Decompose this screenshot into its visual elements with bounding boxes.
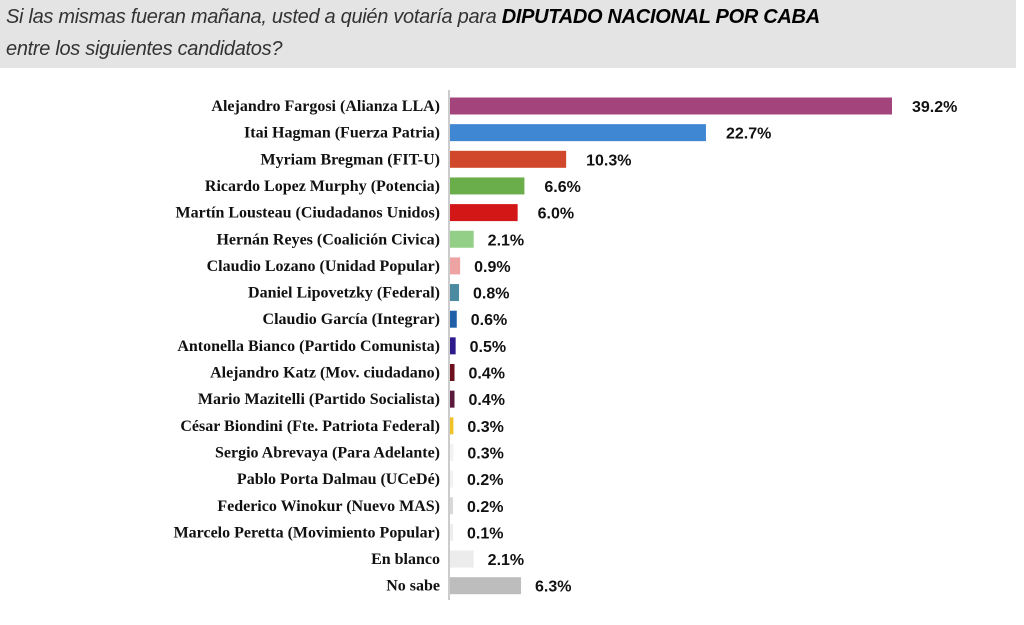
category-label: Federico Winokur (Nuevo MAS)	[217, 498, 440, 515]
category-label: Myriam Bregman (FIT-U)	[260, 151, 440, 168]
value-label: 6.0%	[538, 206, 574, 223]
bar	[450, 204, 518, 222]
bar	[450, 177, 525, 195]
question-header: Si las mismas fueran mañana, usted a qui…	[0, 0, 1016, 68]
value-label: 2.1%	[488, 232, 524, 249]
bar	[450, 497, 453, 515]
value-label: 39.2%	[912, 99, 957, 116]
category-label: César Biondini (Fte. Patriota Federal)	[180, 418, 440, 435]
value-label: 0.9%	[474, 259, 510, 276]
bar	[450, 364, 455, 381]
category-label: Pablo Porta Dalmau (UCeDé)	[237, 471, 440, 488]
bar	[450, 443, 454, 461]
category-label: Claudio Lozano (Unidad Popular)	[207, 258, 440, 275]
bar	[450, 470, 453, 488]
value-label: 0.3%	[467, 445, 503, 462]
question-text: Si las mismas fueran mañana, usted a qui…	[6, 6, 502, 28]
value-label: 2.1%	[488, 552, 524, 569]
bar	[450, 257, 461, 275]
value-label: 22.7%	[726, 126, 771, 143]
category-label: Sergio Abrevaya (Para Adelante)	[215, 444, 440, 461]
category-label: Mario Mazitelli (Partido Socialista)	[198, 391, 440, 408]
bar	[450, 550, 474, 568]
value-label: 0.4%	[469, 392, 505, 409]
category-label: Ricardo Lopez Murphy (Potencia)	[205, 178, 440, 195]
value-label: 0.6%	[471, 312, 507, 329]
value-label: 6.3%	[535, 579, 571, 596]
bar	[450, 417, 454, 435]
value-label: 6.6%	[544, 179, 580, 196]
value-label: 10.3%	[586, 152, 631, 169]
category-label: Martín Lousteau (Ciudadanos Unidos)	[176, 205, 441, 222]
category-label: Hernán Reyes (Coalición Civica)	[216, 231, 440, 248]
value-label: 0.5%	[470, 339, 506, 356]
bar	[450, 337, 456, 355]
category-label: Daniel Lipovetzky (Federal)	[248, 285, 440, 302]
value-label: 0.3%	[467, 419, 503, 436]
value-label: 0.2%	[467, 472, 503, 489]
category-label: En blanco	[371, 551, 440, 568]
value-label: 0.4%	[469, 366, 505, 383]
bar	[450, 523, 453, 541]
bar	[450, 284, 460, 302]
category-label: No sabe	[386, 578, 440, 595]
question-bold-text: DIPUTADO NACIONAL POR CABA	[501, 6, 820, 28]
bar	[450, 97, 892, 115]
question-line-1: Si las mismas fueran mañana, usted a qui…	[6, 6, 820, 29]
bar	[450, 230, 474, 248]
category-label: Itai Hagman (Fuerza Patria)	[244, 125, 440, 142]
bar	[450, 390, 455, 408]
bar	[450, 310, 457, 328]
bar	[450, 150, 567, 168]
value-label: 0.8%	[473, 286, 509, 303]
category-label: Alejandro Fargosi (Alianza LLA)	[211, 98, 440, 115]
category-label: Marcelo Peretta (Movimiento Popular)	[174, 524, 440, 541]
value-label: 0.1%	[467, 525, 503, 542]
category-label: Alejandro Katz (Mov. ciudadano)	[210, 365, 440, 382]
category-label: Claudio García (Integrar)	[263, 311, 440, 328]
bar	[450, 577, 522, 595]
bar	[450, 124, 706, 142]
category-label: Antonella Bianco (Partido Comunista)	[177, 338, 440, 355]
value-label: 0.2%	[467, 499, 503, 516]
question-line-2: entre los siguientes candidatos?	[6, 38, 283, 60]
